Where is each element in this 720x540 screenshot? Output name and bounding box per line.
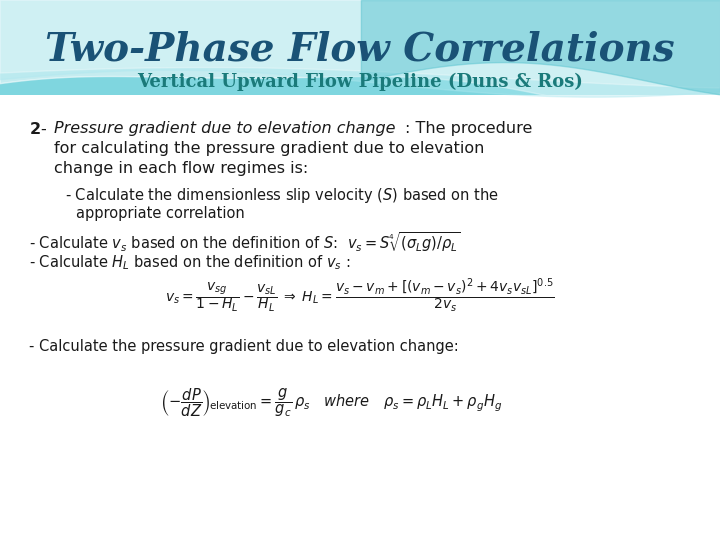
Text: Two-Phase Flow Correlations: Two-Phase Flow Correlations	[45, 31, 675, 69]
Text: : The procedure: : The procedure	[405, 122, 533, 137]
Text: change in each flow regimes is:: change in each flow regimes is:	[54, 161, 308, 177]
Text: $\left(-\dfrac{dP}{dZ}\right)_{\!\mathrm{elevation}}= \dfrac{g}{g_c}\,\rho_s \qu: $\left(-\dfrac{dP}{dZ}\right)_{\!\mathrm…	[160, 386, 503, 418]
Text: $v_s = \dfrac{v_{sg}}{1-H_L} - \dfrac{v_{sL}}{H_L}\;\Rightarrow\; H_L = \dfrac{v: $v_s = \dfrac{v_{sg}}{1-H_L} - \dfrac{v_…	[165, 276, 555, 315]
Text: appropriate correlation: appropriate correlation	[76, 206, 244, 221]
FancyBboxPatch shape	[0, 0, 720, 94]
Text: - Calculate the dimensionless slip velocity ($S$) based on the: - Calculate the dimensionless slip veloc…	[65, 186, 499, 205]
Text: for calculating the pressure gradient due to elevation: for calculating the pressure gradient du…	[54, 141, 485, 157]
Text: Pressure gradient due to elevation change: Pressure gradient due to elevation chang…	[54, 122, 395, 137]
Text: - Calculate $v_s$ based on the definition of $S$:  $v_s = S\sqrt[4]{(\sigma_L g): - Calculate $v_s$ based on the definitio…	[29, 230, 460, 254]
Text: $\mathbf{2}$-: $\mathbf{2}$-	[29, 122, 47, 138]
Text: - Calculate $H_L$ based on the definition of $v_s$ :: - Calculate $H_L$ based on the definitio…	[29, 254, 351, 273]
Text: - Calculate the pressure gradient due to elevation change:: - Calculate the pressure gradient due to…	[29, 339, 459, 354]
Text: Vertical Upward Flow Pipeline (Duns & Ros): Vertical Upward Flow Pipeline (Duns & Ro…	[137, 73, 583, 91]
